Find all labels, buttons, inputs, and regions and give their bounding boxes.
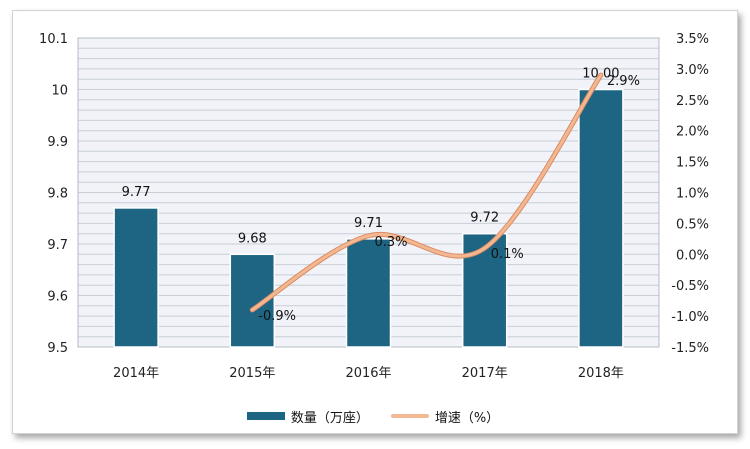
y-right-tick-label: -0.5% [671, 279, 709, 294]
growth-line [250, 73, 603, 312]
bar-data-label: 9.68 [238, 231, 267, 246]
bar-data-label: 9.71 [354, 216, 383, 231]
chart-svg: 9.5 9.6 9.7 9.8 9.9 10 10.1 -1.5% -1.0% -0.5% 0.0%… [39, 32, 709, 381]
legend-swatch-bar [246, 412, 285, 420]
y-right-tick-label: 1.5% [676, 156, 709, 171]
y-right-tick-label: -1.0% [671, 310, 709, 325]
legend-item-bar: 数量（万座） [246, 407, 369, 426]
y-left-tick-label: 9.9 [47, 135, 68, 150]
x-tick-label: 2018年 [578, 366, 624, 381]
y-left-tick-label: 9.7 [47, 238, 68, 253]
chart-frame: 9.5 9.6 9.7 9.8 9.9 10 10.1 -1.5% -1.0% -0.5% 0.0%… [12, 10, 738, 434]
line-data-label: 0.1% [491, 247, 524, 262]
x-tick-label: 2015年 [229, 366, 275, 381]
y-right-tick-label: 3.0% [676, 63, 709, 78]
legend-label-bar: 数量（万座） [290, 410, 369, 426]
bar-data-label: 9.77 [122, 185, 151, 200]
legend-label-line: 增速（%） [434, 410, 500, 426]
y-right-tick-label: 0.5% [676, 217, 709, 232]
y-right-tick-label: 3.5% [676, 32, 709, 47]
x-tick-label: 2016年 [345, 366, 391, 381]
y-right-tick-label: 2.5% [676, 94, 709, 109]
bar [578, 88, 624, 348]
y-left-tick-label: 9.6 [47, 290, 68, 305]
legend-item-line: 增速（%） [390, 407, 500, 426]
y-right-tick-label: 1.0% [676, 187, 709, 202]
legend: 数量（万座） 增速（%） [223, 403, 523, 429]
x-tick-label: 2014年 [113, 366, 159, 381]
y-left-tick-label: 10.1 [39, 32, 68, 47]
y-left-tick-label: 10 [51, 84, 68, 99]
y-right-tick-label: 2.0% [676, 125, 709, 140]
y-left-tick-label: 9.8 [47, 187, 68, 202]
y-right-tick-label: -1.5% [671, 341, 709, 356]
bar [345, 238, 392, 348]
x-tick-label: 2017年 [462, 366, 508, 381]
bar [113, 207, 159, 348]
line-data-label: 2.9% [607, 74, 640, 89]
legend-swatch-line [390, 414, 429, 418]
y-right-tick-label: 0.0% [676, 248, 709, 263]
y-left-tick-label: 9.5 [47, 341, 68, 356]
line-data-label: -0.9% [258, 309, 296, 324]
line-data-label: 0.3% [375, 235, 408, 250]
bar-data-label: 9.72 [470, 211, 499, 226]
